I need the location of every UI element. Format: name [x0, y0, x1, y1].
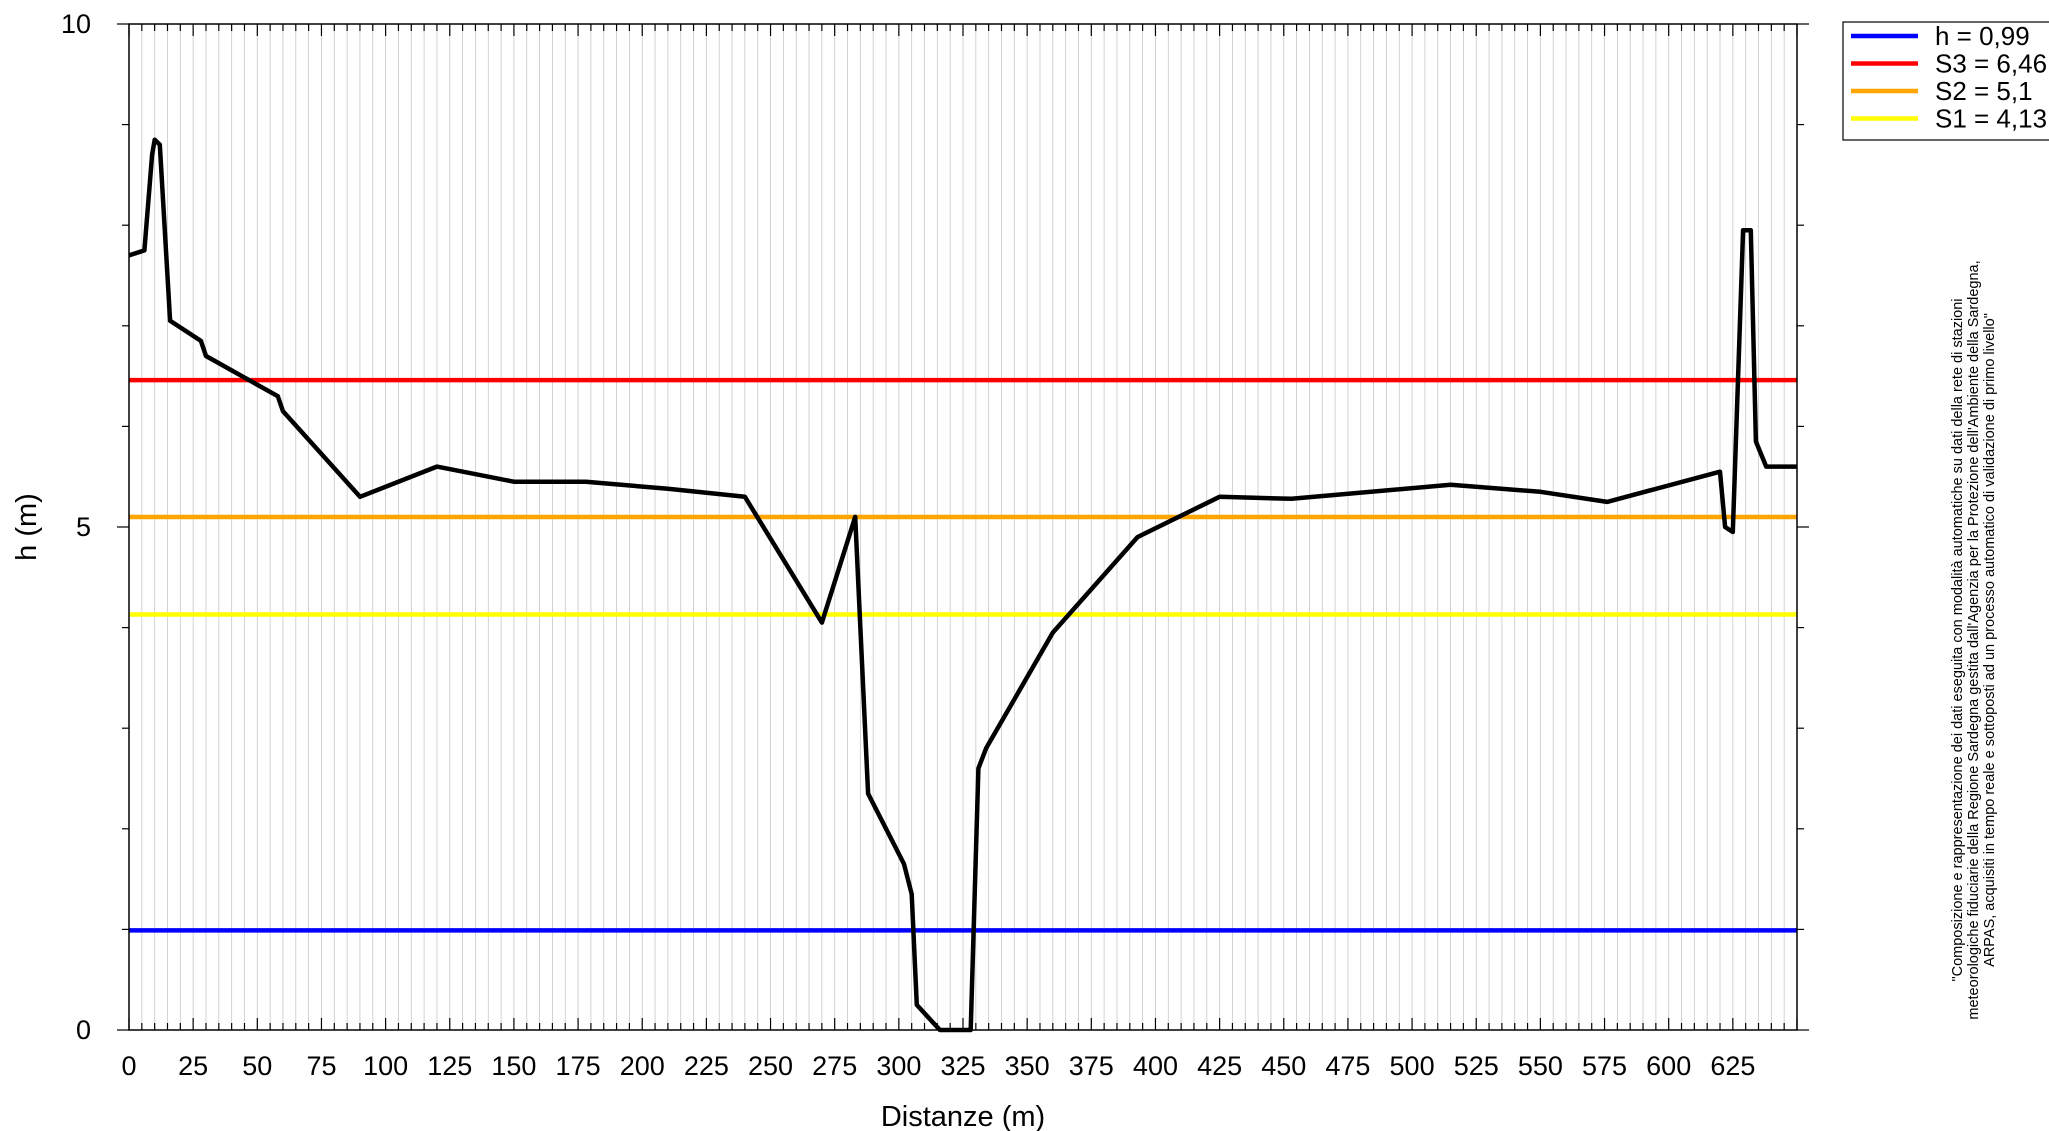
x-tick-label: 25 [178, 1051, 208, 1081]
attribution-line: "Composizione e rappresentazione dei dat… [1950, 298, 1966, 981]
x-tick-label: 425 [1197, 1051, 1242, 1081]
x-tick-label: 500 [1390, 1051, 1435, 1081]
x-tick-labels: 0 25 50 75 100 125 150 175 200 225 250 275 300 325 350… [121, 1051, 1755, 1081]
x-tick-label: 600 [1646, 1051, 1691, 1081]
x-tick-label: 400 [1133, 1051, 1178, 1081]
y-tick-label: 0 [76, 1015, 91, 1045]
legend-label: S1 = 4,13 [1935, 104, 2047, 134]
x-tick-label: 100 [363, 1051, 408, 1081]
x-tick-label: 175 [556, 1051, 601, 1081]
x-tick-label: 350 [1005, 1051, 1050, 1081]
x-tick-label: 575 [1582, 1051, 1627, 1081]
x-tick-label: 75 [306, 1051, 336, 1081]
axis-ticks [117, 23, 1809, 1031]
y-tick-label: 10 [61, 9, 91, 39]
x-tick-label: 550 [1518, 1051, 1563, 1081]
legend-label: S3 = 6,46 [1935, 49, 2047, 79]
y-axis-title: h (m) [11, 493, 43, 561]
y-tick-label: 5 [76, 512, 91, 542]
x-tick-label: 275 [812, 1051, 857, 1081]
y-tick-labels: 0 5 10 [61, 9, 91, 1045]
x-tick-label: 200 [620, 1051, 665, 1081]
x-tick-label: 125 [427, 1051, 472, 1081]
x-tick-label: 375 [1069, 1051, 1114, 1081]
legend-label: S2 = 5,1 [1935, 76, 2033, 106]
x-tick-label: 0 [121, 1051, 136, 1081]
x-tick-label: 450 [1261, 1051, 1306, 1081]
x-tick-label: 250 [748, 1051, 793, 1081]
attribution-note: "Composizione e rappresentazione dei dat… [1950, 260, 1998, 1019]
x-tick-label: 525 [1454, 1051, 1499, 1081]
profile-series [128, 137, 1797, 1033]
legend-label: h = 0,99 [1935, 21, 2030, 51]
x-tick-label: 475 [1325, 1051, 1370, 1081]
x-tick-label: 325 [940, 1051, 985, 1081]
attribution-line: meteorologiche fiduciarie della Regione … [1966, 260, 1982, 1019]
x-tick-label: 150 [491, 1051, 536, 1081]
x-tick-label: 50 [242, 1051, 272, 1081]
threshold-lines [129, 377, 1797, 933]
x-tick-label: 300 [876, 1051, 921, 1081]
attribution-text: "Composizione e rappresentazione dei dat… [1950, 260, 1998, 1019]
profile-line [128, 137, 1797, 1033]
x-tick-label: 625 [1710, 1051, 1755, 1081]
attribution-line: ARPAS, acquisiti in tempo reale e sottop… [1982, 313, 1998, 967]
grid [141, 24, 1785, 1030]
x-axis-title: Distanze (m) [881, 1101, 1045, 1131]
x-tick-label: 225 [684, 1051, 729, 1081]
